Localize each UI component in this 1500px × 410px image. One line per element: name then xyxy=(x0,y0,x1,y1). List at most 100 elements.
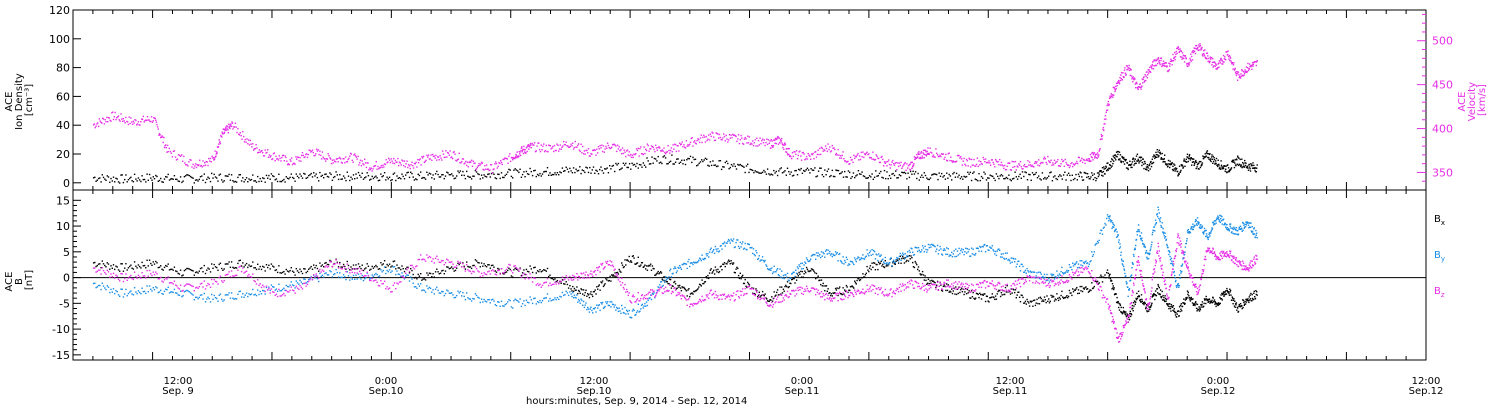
velocity-point xyxy=(1065,161,1067,164)
velocity-point xyxy=(779,142,781,144)
bx-point xyxy=(1203,302,1205,305)
ion-density-point xyxy=(1207,156,1209,159)
velocity-point xyxy=(522,152,525,155)
bx-point xyxy=(1101,276,1103,278)
by-point xyxy=(582,300,585,303)
bx-point xyxy=(281,271,284,274)
bx-point xyxy=(1025,303,1027,305)
by-point xyxy=(690,262,692,264)
ion-density-point xyxy=(778,170,780,172)
bx-point xyxy=(915,262,917,264)
velocity-point xyxy=(483,169,485,171)
velocity-point xyxy=(1006,165,1008,167)
bx-point xyxy=(916,263,918,266)
bx-point xyxy=(1191,298,1193,300)
bx-point xyxy=(1199,307,1201,309)
velocity-point xyxy=(246,138,248,140)
velocity-point xyxy=(347,158,349,161)
velocity-point xyxy=(171,156,174,158)
velocity-point xyxy=(342,158,344,160)
velocity-point xyxy=(797,154,799,157)
ion-density-point xyxy=(1034,173,1036,175)
bx-point xyxy=(763,295,765,297)
ion-density-point xyxy=(1226,171,1228,174)
velocity-point xyxy=(94,126,96,129)
velocity-point xyxy=(1165,65,1167,67)
ion-density-point xyxy=(428,172,431,174)
by-point xyxy=(330,271,332,273)
velocity-point xyxy=(774,139,776,142)
bx-point xyxy=(1188,297,1191,299)
bx-point xyxy=(851,285,853,287)
velocity-point xyxy=(195,166,198,169)
ion-density-point xyxy=(286,177,289,179)
ion-density-point xyxy=(804,170,806,172)
velocity-point xyxy=(150,116,153,118)
bx-point xyxy=(230,261,233,263)
by-point xyxy=(327,274,330,276)
bx-point xyxy=(1023,302,1026,304)
by-point xyxy=(646,304,649,307)
velocity-point xyxy=(1130,69,1132,71)
velocity-point xyxy=(437,156,440,158)
by-point xyxy=(342,274,345,276)
velocity-point xyxy=(203,165,205,167)
ion-density-point xyxy=(982,177,984,179)
velocity-point xyxy=(316,150,319,152)
velocity-point xyxy=(1137,88,1139,91)
bx-point xyxy=(1138,295,1141,298)
bx-point xyxy=(679,284,681,287)
ion-density-point xyxy=(507,171,509,173)
bx-point xyxy=(484,265,486,267)
velocity-point xyxy=(708,134,710,136)
bx-point xyxy=(1236,309,1238,311)
bx-point xyxy=(946,289,949,292)
by-point xyxy=(203,292,205,295)
ion-density-point xyxy=(636,162,638,165)
bx-point xyxy=(1118,302,1120,305)
velocity-point xyxy=(374,165,377,167)
velocity-point xyxy=(992,161,994,164)
ion-density-point xyxy=(347,175,350,177)
velocity-point xyxy=(795,153,797,155)
by-point xyxy=(650,294,652,296)
bx-point xyxy=(1152,295,1155,297)
by-point xyxy=(687,261,689,263)
velocity-point xyxy=(1235,74,1238,77)
ion-density-point xyxy=(692,156,694,159)
bx-point xyxy=(452,268,454,270)
bx-point xyxy=(224,263,227,265)
bx-point xyxy=(386,263,388,266)
ion-density-point xyxy=(800,167,802,170)
velocity-point xyxy=(765,141,767,144)
ion-density-point xyxy=(1120,160,1122,162)
bx-point xyxy=(549,274,551,276)
bx-point xyxy=(859,278,862,281)
bx-point xyxy=(347,264,350,267)
velocity-point xyxy=(545,144,547,147)
bx-point xyxy=(900,262,902,264)
ion-density-point xyxy=(1140,157,1142,159)
bx-point xyxy=(955,293,958,296)
bx-point xyxy=(1120,306,1122,309)
velocity-point xyxy=(267,156,270,158)
velocity-point xyxy=(318,153,320,156)
bx-point xyxy=(458,263,460,266)
velocity-point xyxy=(923,157,925,159)
bx-point xyxy=(1046,295,1048,297)
velocity-point xyxy=(957,154,959,157)
velocity-point xyxy=(1067,164,1070,166)
velocity-point xyxy=(711,131,713,133)
bx-point xyxy=(853,287,855,289)
bx-point xyxy=(1213,300,1215,303)
ion-density-point xyxy=(967,171,969,173)
velocity-point xyxy=(515,153,517,156)
by-point xyxy=(652,293,654,295)
velocity-point xyxy=(372,168,374,170)
by-point xyxy=(529,296,531,298)
by-point xyxy=(133,287,136,289)
velocity-point xyxy=(1225,59,1227,61)
velocity-point xyxy=(1158,59,1160,62)
ion-density-point xyxy=(610,168,612,170)
ion-density-point xyxy=(1246,167,1248,169)
